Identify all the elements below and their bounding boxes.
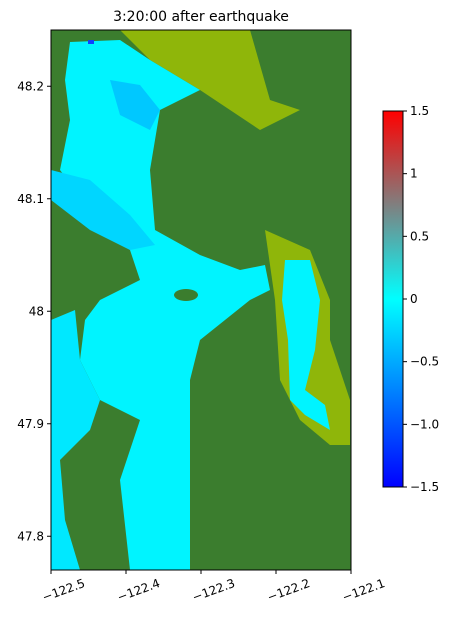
x-tick-label: −122.4 [115,576,162,604]
y-tick-label: 48 [29,304,44,318]
colorbar-tick-label: 1 [410,167,418,181]
y-tick-label: 48.2 [17,79,44,93]
x-tick-label: −122.5 [40,576,87,604]
colorbar [382,110,404,488]
colorbar-tick-label: 0.5 [410,229,429,243]
water-deep [110,80,160,130]
colorbar-tick-label: 0 [410,292,418,306]
colorbar-tick-label: −0.5 [410,355,439,369]
colorbar-tick-label: 1.5 [410,104,429,118]
x-tick-label: −122.2 [265,576,312,604]
water-spot [88,40,94,44]
x-tick-label: −122.1 [340,576,387,604]
water [60,40,270,570]
water [282,260,330,430]
water [51,310,100,570]
y-tick-label: 47.9 [17,417,44,431]
colorbar-tick-label: −1.5 [410,480,439,494]
x-tick-label: −122.3 [190,576,237,604]
map [51,30,351,570]
y-tick-label: 48.1 [17,192,44,206]
colorbar-tick-label: −1.0 [410,417,439,431]
island [174,289,198,301]
chart-title: 3:20:00 after earthquake [113,9,289,25]
y-tick-label: 47.8 [17,529,44,543]
shallow [120,30,300,130]
water-deep [51,170,155,250]
